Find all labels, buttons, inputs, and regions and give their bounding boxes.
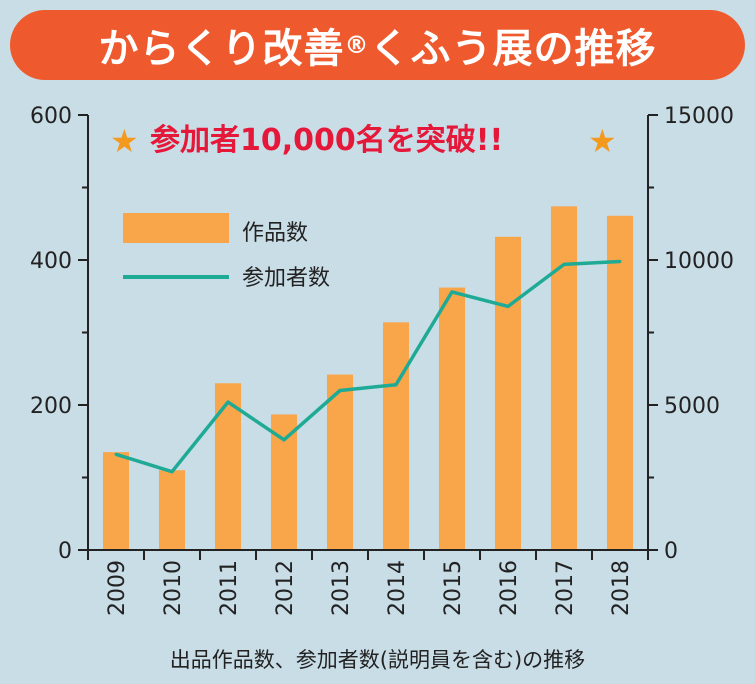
left-tick-label: 400 xyxy=(30,249,72,274)
x-tick-label-2017: 2017 xyxy=(553,560,578,616)
bar-2013 xyxy=(327,374,353,550)
left-tick-label: 0 xyxy=(58,539,72,564)
line-point-2016 xyxy=(506,304,510,308)
line-point-2010 xyxy=(170,470,174,474)
line-point-2011 xyxy=(226,400,230,404)
x-tick-label-2015: 2015 xyxy=(441,560,466,616)
line-point-2017 xyxy=(562,262,566,266)
line-point-2014 xyxy=(394,383,398,387)
bar-2017 xyxy=(551,206,577,550)
x-tick-label-2010: 2010 xyxy=(161,560,186,616)
headline: 参加者10,000名を突破!! xyxy=(150,123,503,158)
bar-2010 xyxy=(159,470,185,550)
right-tick-label: 10000 xyxy=(664,249,734,274)
x-tick-label-2011: 2011 xyxy=(217,560,242,616)
line-point-2018 xyxy=(618,259,622,263)
left-tick-label: 200 xyxy=(30,394,72,419)
x-tick-label-2009: 2009 xyxy=(105,560,130,616)
legend-bar-swatch xyxy=(123,213,229,243)
headline-star-left-icon: ★ xyxy=(110,122,139,160)
title-main: からくり改善 xyxy=(98,26,345,72)
headline-star-right-icon: ★ xyxy=(588,122,617,160)
title-banner: からくり改善 ® くふう展の推移 xyxy=(10,10,745,80)
right-tick-label: 15000 xyxy=(664,104,734,129)
right-tick-label: 0 xyxy=(664,539,678,564)
bar-2016 xyxy=(495,236,521,551)
x-tick-label-2012: 2012 xyxy=(273,560,298,616)
legend: 作品数 参加者数 xyxy=(123,213,330,291)
bar-2014 xyxy=(383,322,409,550)
x-tick-label-2014: 2014 xyxy=(385,560,410,616)
bar-2009 xyxy=(103,452,129,550)
participants-line xyxy=(115,259,621,474)
x-tick-label-2016: 2016 xyxy=(497,560,522,616)
line-point-2013 xyxy=(338,389,342,392)
x-tick-label-2013: 2013 xyxy=(329,560,354,616)
registered-mark: ® xyxy=(344,31,370,59)
left-tick-label: 600 xyxy=(30,104,72,129)
line-point-2009 xyxy=(114,452,118,456)
chart-caption: 出品作品数、参加者数(説明員を含む)の推移 xyxy=(169,648,586,672)
bar-2012 xyxy=(271,414,297,550)
line-point-2012 xyxy=(282,438,286,442)
title-rest: くふう展の推移 xyxy=(369,26,657,72)
line-point-2015 xyxy=(450,290,454,294)
legend-label-line: 参加者数 xyxy=(242,266,330,291)
right-tick-label: 5000 xyxy=(664,394,720,419)
bar-2015 xyxy=(439,287,465,550)
legend-label-bars: 作品数 xyxy=(242,221,308,246)
x-tick-label-2018: 2018 xyxy=(609,560,634,616)
bar-2018 xyxy=(607,215,633,550)
